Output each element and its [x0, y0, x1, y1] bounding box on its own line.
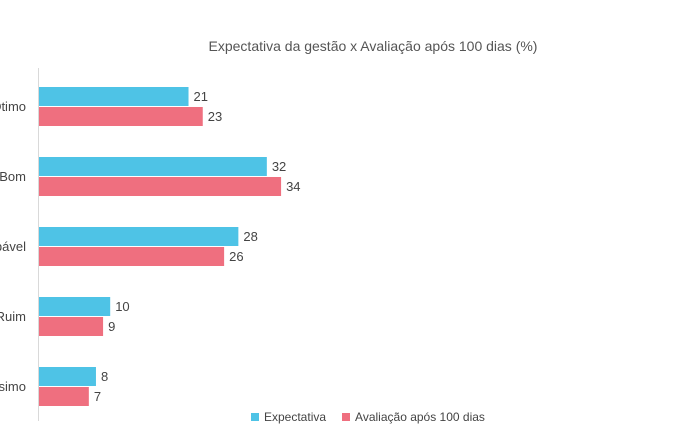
data-label-expectativa-2: 28 — [243, 229, 257, 244]
bar-avaliacao-0 — [39, 107, 203, 126]
category-label-3: Ruim — [0, 309, 26, 324]
legend-item-expectativa: Expectativa — [251, 410, 326, 424]
legend-item-avaliacao: Avaliação após 100 dias — [342, 410, 485, 424]
bar-avaliacao-2 — [39, 247, 225, 266]
data-label-avaliacao-1: 34 — [286, 179, 300, 194]
legend-swatch-avaliacao — [342, 413, 351, 421]
bar-expectativa-1 — [39, 157, 267, 176]
category-label-1: Bom — [0, 169, 26, 184]
data-label-avaliacao-3: 9 — [108, 319, 115, 334]
legend-label-avaliacao: Avaliação após 100 dias — [355, 410, 485, 424]
bar-expectativa-3 — [39, 297, 111, 316]
legend-label-expectativa: Expectativa — [264, 410, 327, 424]
data-label-avaliacao-2: 26 — [229, 249, 243, 264]
legend: Expectativa Avaliação após 100 dias — [251, 410, 485, 424]
data-label-expectativa-0: 21 — [194, 89, 208, 104]
data-label-expectativa-4: 8 — [101, 369, 108, 384]
bar-avaliacao-3 — [39, 317, 104, 336]
data-label-avaliacao-4: 7 — [94, 389, 101, 404]
category-label-0: Ótimo — [0, 99, 26, 114]
legend-swatch-expectativa — [251, 413, 259, 421]
bar-expectativa-0 — [39, 87, 189, 106]
bar-avaliacao-4 — [39, 387, 89, 406]
data-label-expectativa-3: 10 — [115, 299, 129, 314]
bar-avaliacao-1 — [39, 177, 282, 196]
data-label-expectativa-1: 32 — [272, 159, 286, 174]
category-label-4: ssimo — [0, 379, 26, 394]
data-label-avaliacao-0: 23 — [208, 109, 222, 124]
category-label-2: pável — [0, 239, 26, 254]
bar-expectativa-4 — [39, 367, 96, 386]
bar-expectativa-2 — [39, 227, 239, 246]
chart-title: Expectativa da gestão x Avaliação após 1… — [208, 38, 538, 54]
